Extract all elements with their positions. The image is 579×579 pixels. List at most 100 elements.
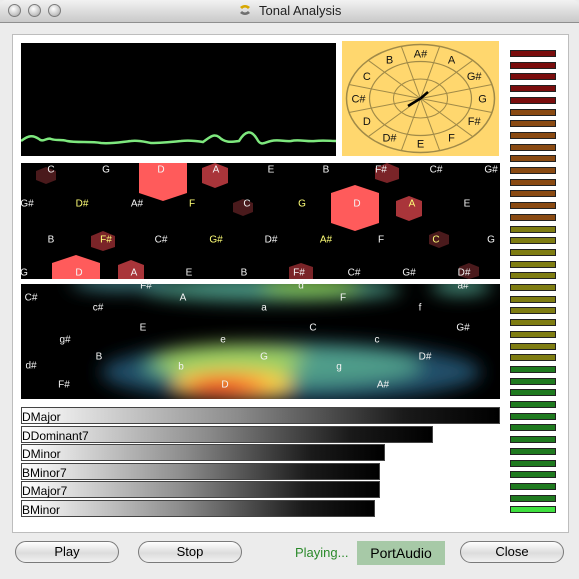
meter-segment [510,202,556,210]
zoom-window-button[interactable] [48,4,61,17]
meter-segment [510,73,556,81]
play-button[interactable]: Play [15,541,119,563]
tonnetz-note: G [298,198,306,210]
close-button[interactable]: Close [460,541,564,563]
key-label: e [220,334,226,346]
meter-segment [510,178,556,186]
tonnetz-note: G# [484,164,498,176]
meter-segment [510,108,556,116]
tonnetz-note: G# [209,234,223,246]
hotspot-g-2 [233,199,253,216]
tonnetz-note: C# [429,164,443,176]
chord-strength-bar [21,444,385,462]
circle-note-label: D [363,116,371,128]
tonnetz-note: D# [75,198,89,210]
key-label: C# [24,292,38,304]
key-label: d# [25,360,37,372]
chord-row: DMinor [21,444,500,462]
meter-segment [510,354,556,362]
circle-note-label: F [448,133,455,145]
tonal-vector-hand-2 [419,91,429,100]
tonnetz-note: C [432,234,440,246]
hotspot-a-2 [396,196,422,221]
key-label: a [261,302,267,314]
title-bar: Tonal Analysis [0,0,579,23]
chord-strength-bar [21,425,433,443]
chord-label: BMinor7 [22,465,67,480]
pitch-circle-view: A# A G# G F# F E D# D C# C B [342,41,499,156]
key-label: F [339,292,347,304]
hotspot-a-3 [118,260,144,279]
stop-button[interactable]: Stop [138,541,242,563]
hotspot-b [429,231,449,248]
tonnetz-note: C# [347,267,361,279]
key-label: F# [58,379,70,391]
app-icon [239,5,250,15]
meter-segment [510,412,556,420]
meter-segment [510,50,556,57]
tonnetz-note: C# [154,234,168,246]
circle-note-label: A# [414,49,428,61]
tonnetz-note: F [188,198,196,210]
key-label: D [221,379,229,391]
meter-segment [510,319,556,327]
minimize-window-button[interactable] [28,4,41,17]
meter-segment [510,377,556,385]
key-label: E [139,322,147,334]
circle-note-label: A [448,55,456,67]
meter-segment [510,143,556,151]
meter-segment [510,131,556,139]
waveform-line [20,131,337,145]
playback-status: Playing... [295,545,349,560]
tonnetz-note: B [322,164,330,176]
chord-strength-bar [21,481,380,499]
tonnetz-note: E [267,164,275,176]
hotspot-g-3 [459,263,479,279]
circle-note-label: D# [382,133,397,145]
key-label: b [178,361,184,373]
key-label: A [179,292,187,304]
meter-segment [510,342,556,350]
meter-segment [510,190,556,198]
meter-segment [510,307,556,315]
close-window-button[interactable] [8,4,21,17]
meter-segment [510,120,556,128]
key-label: c [374,334,380,346]
chord-label: DMajor7 [22,484,68,499]
circle-note-label: C# [351,94,366,106]
key-label: G# [456,322,470,334]
meter-segment [510,506,556,514]
hotspot-d-2 [331,185,379,231]
chord-row: BMinor [21,500,500,517]
tonnetz-note: A# [130,198,144,210]
meter-segment [510,447,556,455]
key-label: g [336,361,342,373]
meter-segment [510,96,556,104]
circle-note-label: F# [468,116,482,128]
chord-row: DDominant7 [21,425,500,443]
chord-row: BMinor7 [21,462,500,480]
tonnetz-note: E [463,198,471,210]
hotspot-a-1 [202,163,228,188]
chord-row: DMajor [21,407,500,424]
tonnetz-note: G [487,234,495,246]
hotspot-g-1 [36,167,56,184]
tonnetz-note: G [102,164,110,176]
chord-label: DMajor [22,410,61,424]
tonnetz-note: D# [264,234,278,246]
tonnetz-note: C [243,198,251,210]
meter-segment [510,436,556,444]
meter-segment [510,284,556,291]
tonnetz-note: F# [293,267,305,279]
meter-segment [510,85,556,93]
meter-segment [510,389,556,397]
circle-note-label: E [417,139,424,151]
tonnetz-note: A# [319,234,333,246]
hotspot-fs-1 [375,163,399,183]
meter-segment [510,272,556,280]
tonnetz-view: C G D A E B F# C# G# G# D# A# F C G D A E B F# C# G# D# A# F C G G D… [20,163,500,279]
chord-label: DMinor [22,447,61,462]
meter-segment [510,471,556,479]
key-label: g# [59,334,71,346]
